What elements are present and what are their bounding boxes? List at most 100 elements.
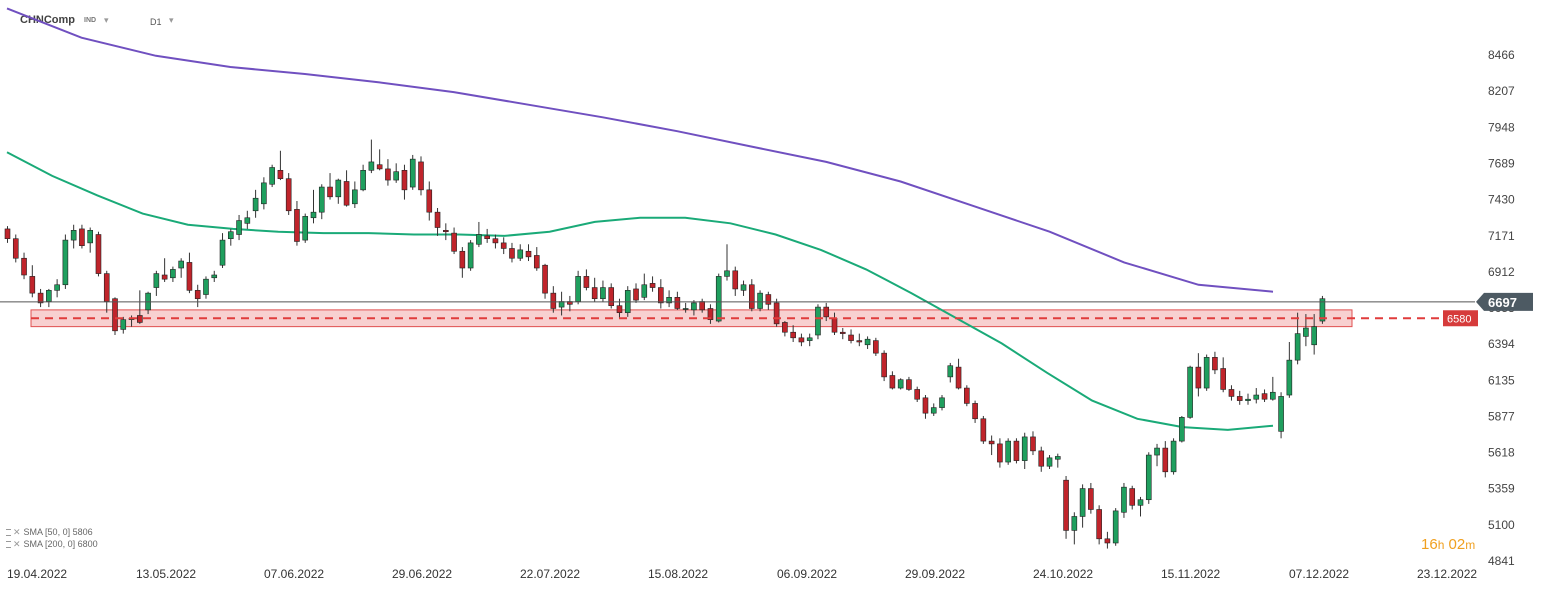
candle-body: [335, 179, 342, 198]
y-tick-label: 7430: [1488, 193, 1515, 207]
candle-body: [740, 284, 747, 291]
bearish-candle: [1096, 505, 1102, 545]
symbol-selector[interactable]: CHNComp: [20, 14, 75, 26]
bullish-candle: [302, 213, 309, 243]
candle-body: [1096, 509, 1102, 540]
y-tick-label: 5359: [1488, 482, 1515, 496]
candle-body: [227, 231, 234, 239]
bearish-candle: [533, 247, 540, 271]
bullish-candle: [691, 300, 697, 316]
candle-body: [360, 169, 366, 191]
candle-body: [409, 158, 416, 188]
bearish-candle: [79, 224, 85, 249]
level-badge: [1443, 310, 1478, 327]
x-tick-label: 24.10.2022: [1033, 567, 1093, 581]
y-tick-label: 8207: [1488, 84, 1515, 98]
x-tick-label: 29.06.2022: [392, 567, 452, 581]
candle-body: [302, 216, 309, 241]
bullish-candle: [1170, 438, 1177, 475]
candle-body: [939, 397, 945, 408]
bullish-candle: [757, 290, 763, 312]
candle-body: [674, 297, 681, 309]
bullish-candle: [269, 164, 275, 188]
bullish-candle: [1294, 312, 1301, 365]
bullish-candle: [1145, 452, 1152, 504]
bearish-candle: [1195, 353, 1202, 397]
candle-countdown: 16h 02m: [1421, 536, 1476, 553]
bullish-candle: [1071, 512, 1078, 545]
candle-body: [443, 230, 449, 233]
bullish-candle: [244, 210, 251, 229]
candle-body: [707, 308, 714, 320]
bullish-candle: [1286, 341, 1293, 398]
bearish-candle: [773, 298, 780, 327]
candle-body: [1112, 510, 1119, 544]
bearish-candle: [1030, 431, 1036, 456]
bullish-candle: [360, 164, 366, 192]
legend-sma200[interactable]: ✕ SMA [200, 0] 6800: [6, 538, 98, 550]
candle-body: [376, 164, 383, 170]
bullish-candle: [1121, 482, 1127, 518]
bullish-candle: [335, 178, 342, 204]
bearish-candle: [137, 290, 143, 324]
bullish-candle: [87, 227, 93, 253]
candle-body: [682, 308, 689, 310]
candle-body: [103, 273, 110, 302]
candle-body: [1212, 357, 1218, 371]
candle-body: [343, 181, 350, 206]
bearish-candle: [856, 333, 863, 347]
close-icon[interactable]: ✕: [13, 539, 21, 549]
settings-icon[interactable]: [6, 541, 11, 549]
candle-body: [178, 260, 184, 269]
bearish-candle: [997, 438, 1003, 468]
bullish-candle: [170, 266, 176, 282]
bearish-candle: [1013, 438, 1020, 464]
close-icon[interactable]: ✕: [13, 527, 21, 537]
candle-body: [327, 186, 333, 198]
candle-body: [54, 284, 60, 291]
legend-sma200-label: SMA [200, 0] 6800: [23, 539, 98, 549]
candle-body: [21, 257, 27, 276]
candle-body: [484, 235, 490, 239]
bullish-candle: [1311, 314, 1317, 355]
bearish-candle: [748, 279, 755, 312]
bullish-candle: [806, 333, 813, 347]
candle-body: [782, 322, 788, 333]
candle-body: [37, 292, 44, 304]
bullish-candle: [897, 378, 904, 390]
candle-body: [914, 389, 921, 400]
x-tick-label: 22.07.2022: [520, 567, 580, 581]
timeframe-selector[interactable]: D1: [150, 17, 162, 27]
x-tick-label: 07.06.2022: [264, 567, 324, 581]
candle-body: [732, 270, 739, 290]
bearish-candle: [1228, 385, 1235, 401]
candle-body: [815, 306, 821, 336]
x-tick-label: 07.12.2022: [1289, 567, 1349, 581]
bearish-candle: [509, 242, 515, 263]
y-tick-label: 4841: [1488, 554, 1515, 568]
symbol-dropdown-icon[interactable]: ▾: [104, 15, 109, 25]
bullish-candle: [310, 189, 317, 224]
bullish-candle: [517, 244, 524, 262]
price-lines-layer: [0, 301, 1475, 320]
bearish-candle: [873, 337, 879, 356]
candle-body: [1030, 436, 1036, 452]
legend-sma50[interactable]: ✕ SMA [50, 0] 5806: [6, 526, 98, 538]
bearish-candle: [649, 276, 656, 292]
bearish-candle: [385, 159, 391, 186]
candle-body: [434, 211, 441, 228]
settings-icon[interactable]: [6, 529, 11, 537]
y-tick-label: 5877: [1488, 409, 1515, 423]
bearish-candle: [401, 164, 408, 200]
bearish-candle: [881, 350, 887, 382]
bullish-candle: [575, 270, 581, 305]
candle-body: [4, 228, 11, 239]
candle-body: [1170, 440, 1177, 473]
bearish-candle: [591, 277, 598, 302]
candle-body: [1005, 440, 1011, 463]
candle-body: [294, 209, 300, 242]
bearish-candle: [484, 228, 490, 243]
timeframe-dropdown-icon[interactable]: ▾: [169, 15, 174, 25]
candle-body: [980, 418, 987, 442]
